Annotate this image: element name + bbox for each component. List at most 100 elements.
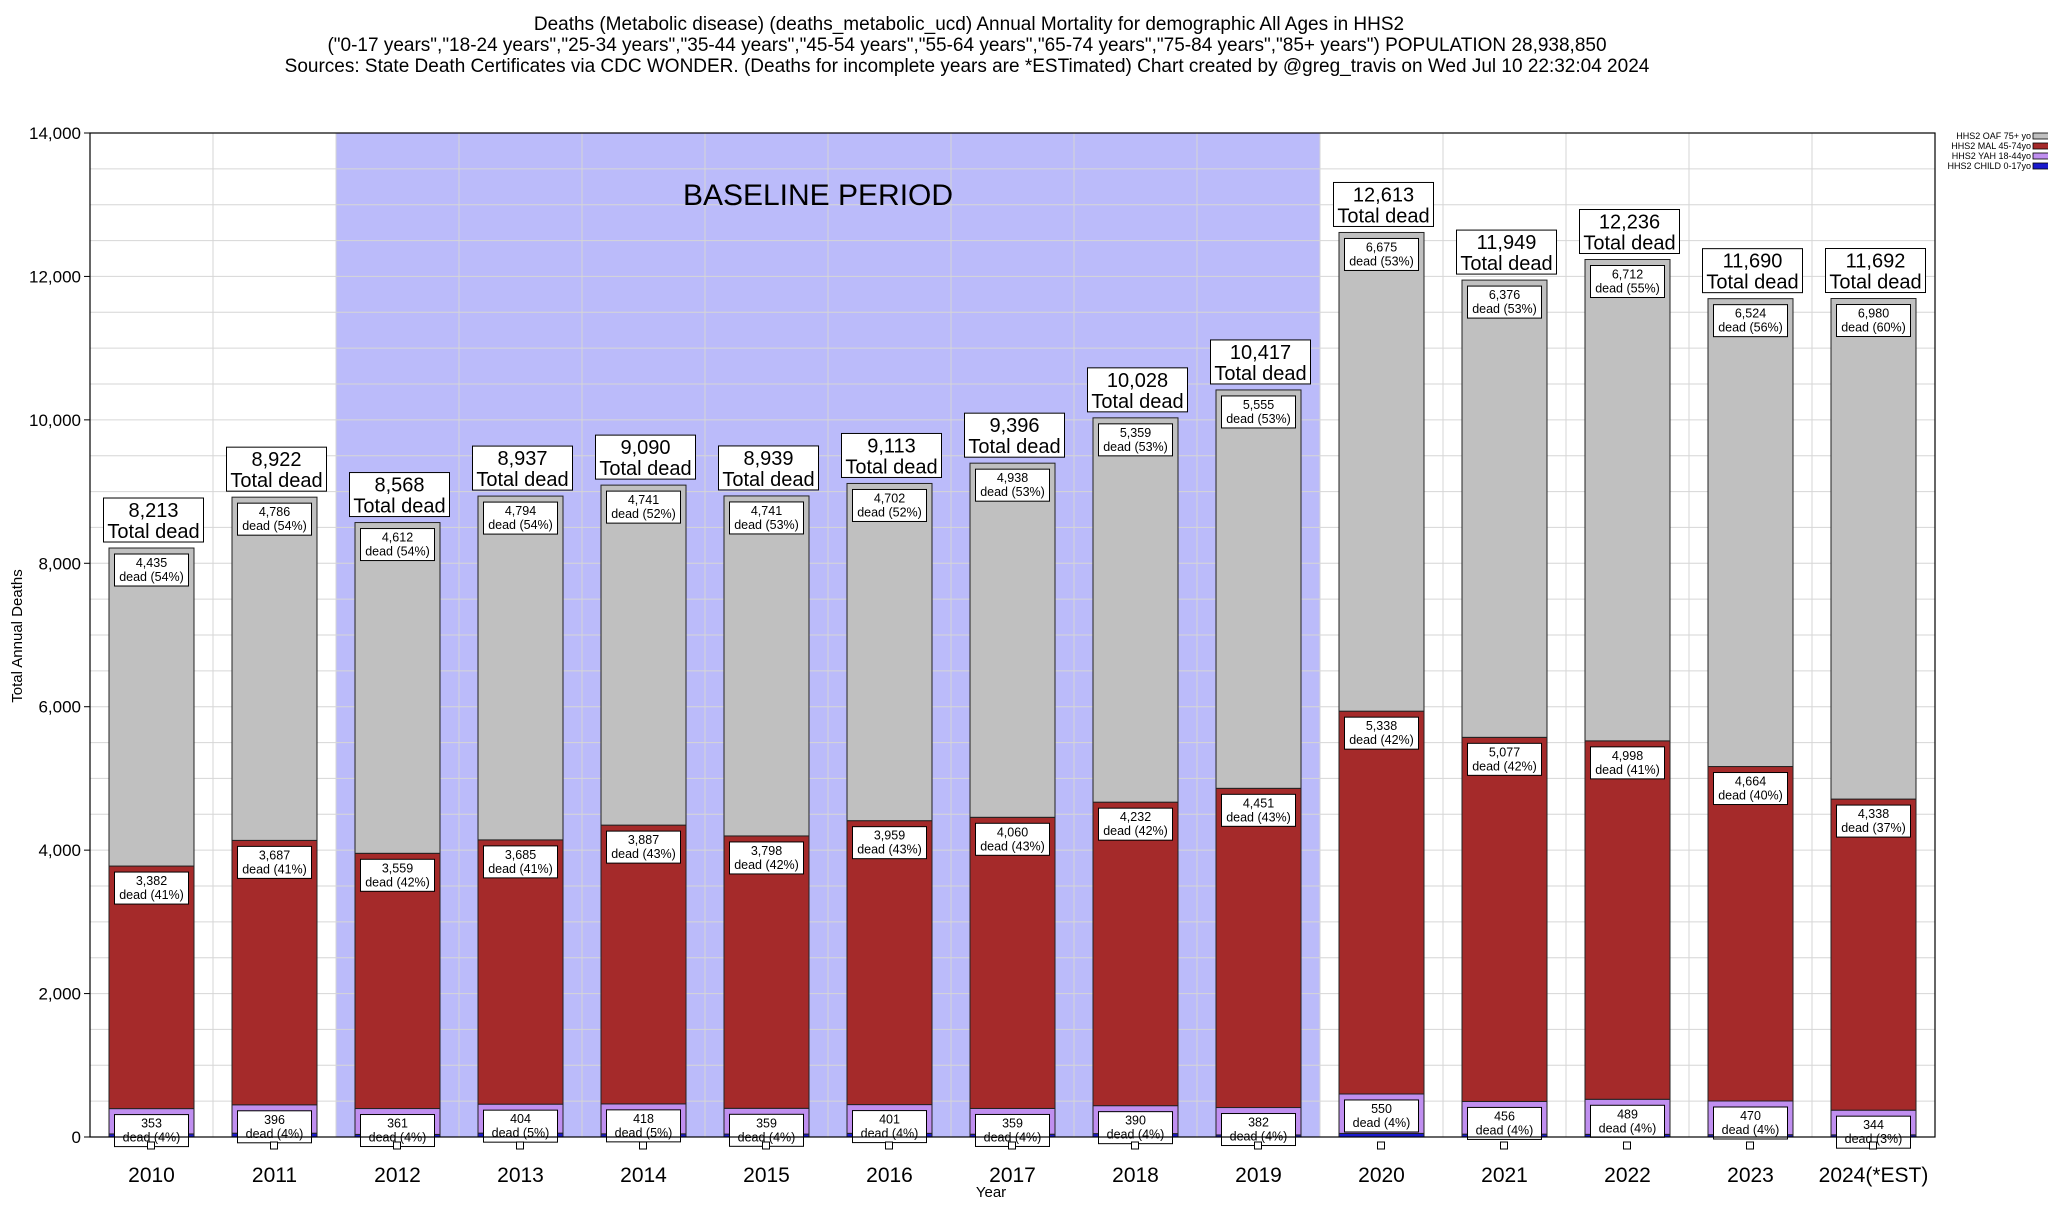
- segment-label-percent: dead (43%): [857, 843, 922, 857]
- segment-label-box: [1344, 716, 1419, 750]
- total-label-suffix: Total dead: [353, 496, 445, 518]
- bar-segment-hhs2-mal-45-74yo: [1338, 710, 1425, 1095]
- segment-label-box: [237, 502, 312, 536]
- total-label-box: [718, 445, 819, 491]
- segment-label-value: 404: [510, 1112, 531, 1126]
- bar-segment-hhs2-mal-45-74yo: [846, 820, 933, 1106]
- legend-swatch: [2032, 142, 2048, 150]
- bar-segment-hhs2-oaf-75-yo: [477, 495, 564, 841]
- x-tick-label: 2023: [1727, 1164, 1774, 1187]
- x-tick-label: 2021: [1481, 1164, 1528, 1187]
- x-tick-label: 2020: [1358, 1164, 1405, 1187]
- segment-label-percent: dead (43%): [1226, 810, 1291, 824]
- segment-label-percent: dead (42%): [1103, 824, 1168, 838]
- segment-label-percent: dead (4%): [1353, 1116, 1411, 1130]
- bar-segment-hhs2-mal-45-74yo: [108, 865, 195, 1110]
- y-tick-label: 14,000: [29, 124, 81, 143]
- total-label-suffix: Total dead: [1214, 363, 1306, 385]
- bar-segment-hhs2-mal-45-74yo: [1092, 801, 1179, 1107]
- bar-segment-hhs2-mal-45-74yo: [1461, 736, 1548, 1102]
- x-tick-label: 2013: [497, 1164, 544, 1187]
- segment-label-percent: dead (53%): [1226, 412, 1291, 426]
- segment-label-box: [1098, 807, 1173, 841]
- child-label-marker: [1377, 1141, 1385, 1150]
- total-label-suffix: Total dead: [1583, 233, 1675, 255]
- legend-swatch: [2032, 132, 2048, 140]
- child-label-marker: [639, 1141, 647, 1150]
- segment-label-percent: dead (37%): [1841, 821, 1906, 835]
- bar-segment-hhs2-oaf-75-yo: [354, 522, 441, 854]
- total-label-value: 11,949: [1477, 232, 1537, 254]
- segment-label-percent: dead (41%): [1595, 763, 1660, 777]
- bar-segment-hhs2-mal-45-74yo: [1707, 766, 1794, 1102]
- segment-label-percent: dead (4%): [123, 1131, 181, 1145]
- segment-label-value: 456: [1494, 1109, 1515, 1123]
- segment-label-box: [360, 1114, 435, 1148]
- segment-label-value: 3,685: [505, 848, 536, 862]
- x-tick-label: 2022: [1604, 1164, 1651, 1187]
- segment-label-percent: dead (4%): [246, 1127, 304, 1141]
- segment-label-value: 4,998: [1612, 749, 1643, 763]
- legend-swatch: [2032, 152, 2048, 160]
- child-label-marker: [762, 1141, 770, 1150]
- segment-label-percent: dead (5%): [615, 1126, 673, 1140]
- segment-label-value: 6,712: [1612, 268, 1643, 282]
- total-label-box: [103, 497, 204, 543]
- segment-label-value: 4,435: [136, 556, 167, 570]
- segment-label-box: [729, 841, 804, 875]
- segment-label-box: [606, 830, 681, 864]
- segment-label-percent: dead (53%): [1349, 254, 1414, 268]
- segment-label-box: [114, 871, 189, 905]
- segment-label-percent: dead (56%): [1718, 321, 1783, 335]
- y-tick-label: 6,000: [38, 698, 81, 717]
- segment-label-value: 3,687: [259, 848, 290, 862]
- total-label-value: 8,939: [743, 448, 793, 470]
- segment-label-percent: dead (4%): [1476, 1123, 1534, 1137]
- segment-label-value: 390: [1125, 1114, 1146, 1128]
- segment-label-value: 4,786: [259, 505, 290, 519]
- segment-label-percent: dead (41%): [119, 888, 184, 902]
- bar-segment-hhs2-oaf-75-yo: [1584, 259, 1671, 742]
- segment-label-percent: dead (42%): [1349, 733, 1414, 747]
- segment-label-value: 418: [633, 1112, 654, 1126]
- total-label-value: 8,937: [497, 448, 547, 470]
- segment-label-value: 382: [1248, 1116, 1269, 1130]
- segment-label-value: 396: [264, 1113, 285, 1127]
- total-label-suffix: Total dead: [968, 436, 1060, 458]
- child-label-marker: [1746, 1141, 1754, 1150]
- baseline-period-label: BASELINE PERIOD: [683, 179, 953, 212]
- y-tick-label: 12,000: [29, 267, 81, 286]
- segment-label-box: [1344, 1099, 1419, 1133]
- segment-label-box: [729, 501, 804, 535]
- child-label-marker: [885, 1141, 893, 1150]
- total-label-suffix: Total dead: [599, 458, 691, 480]
- segment-label-box: [1590, 746, 1665, 780]
- total-label-box: [841, 432, 942, 478]
- segment-label-percent: dead (53%): [734, 518, 799, 532]
- segment-label-box: [237, 845, 312, 879]
- segment-label-percent: dead (41%): [488, 862, 553, 876]
- segment-label-percent: dead (54%): [365, 545, 430, 559]
- bar-segment-hhs2-oaf-75-yo: [846, 482, 933, 822]
- total-label-value: 11,692: [1846, 251, 1906, 273]
- segment-label-value: 4,741: [751, 504, 782, 518]
- total-label-suffix: Total dead: [1706, 272, 1798, 294]
- legend-label: HHS2 YAH 18-44yo: [1952, 151, 2031, 161]
- segment-label-box: [1467, 1106, 1542, 1140]
- total-label-suffix: Total dead: [1337, 205, 1429, 227]
- x-tick-label: 2011: [252, 1164, 297, 1187]
- segment-label-percent: dead (40%): [1718, 789, 1783, 803]
- segment-label-box: [1221, 395, 1296, 429]
- y-axis-title: Total Annual Deaths: [9, 569, 26, 702]
- total-label-value: 8,213: [128, 500, 178, 522]
- segment-label-box: [729, 1113, 804, 1147]
- total-label-suffix: Total dead: [476, 469, 568, 491]
- x-tick-label: 2010: [128, 1164, 175, 1187]
- y-tick-label: 10,000: [29, 411, 81, 430]
- segment-label-value: 4,702: [874, 491, 905, 505]
- segment-label-box: [1344, 237, 1419, 271]
- segment-label-percent: dead (4%): [1599, 1121, 1657, 1135]
- bar-segment-hhs2-oaf-75-yo: [969, 462, 1056, 818]
- segment-label-percent: dead (42%): [734, 858, 799, 872]
